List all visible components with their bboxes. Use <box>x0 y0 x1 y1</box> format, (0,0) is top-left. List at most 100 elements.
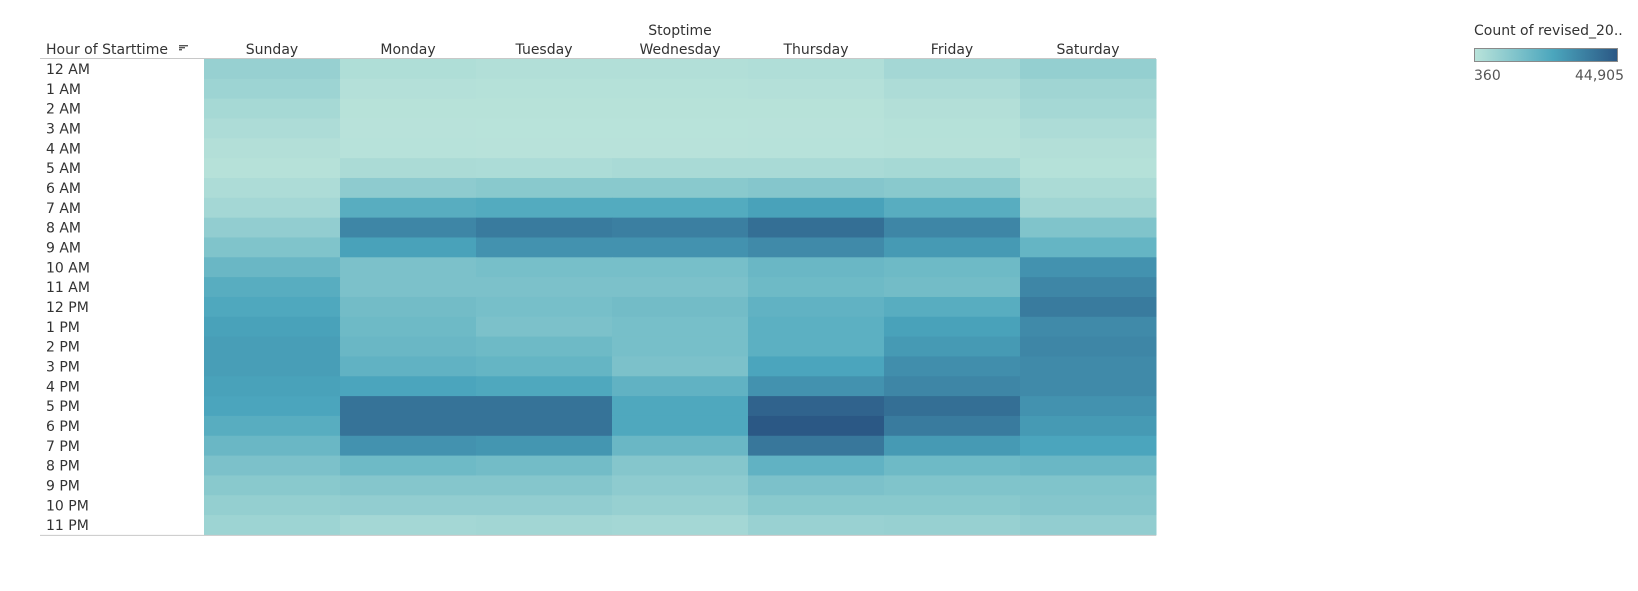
heatmap-cell[interactable] <box>884 296 1021 318</box>
heatmap-cell[interactable] <box>340 495 477 516</box>
heatmap-cell[interactable] <box>1020 277 1157 298</box>
row-label[interactable]: 10 AM <box>46 260 90 276</box>
heatmap-cell[interactable] <box>476 138 613 159</box>
heatmap-cell[interactable] <box>1020 316 1157 338</box>
heatmap-cell[interactable] <box>884 118 1021 139</box>
row-label[interactable]: 12 PM <box>46 300 89 316</box>
heatmap-cell[interactable] <box>1020 475 1157 496</box>
heatmap-cell[interactable] <box>476 177 613 199</box>
heatmap-cell[interactable] <box>748 336 885 357</box>
heatmap-cell[interactable] <box>340 475 477 496</box>
heatmap-cell[interactable] <box>612 237 749 258</box>
heatmap-cell[interactable] <box>884 177 1021 199</box>
sort-descending-icon[interactable] <box>179 45 188 51</box>
heatmap-cell[interactable] <box>476 515 613 536</box>
heatmap-cell[interactable] <box>340 396 477 417</box>
heatmap-cell[interactable] <box>340 158 477 179</box>
row-label[interactable]: 7 AM <box>46 201 81 217</box>
heatmap-cell[interactable] <box>476 197 613 219</box>
row-label[interactable]: 5 PM <box>46 399 80 415</box>
heatmap-cell[interactable] <box>340 197 477 219</box>
row-label[interactable]: 2 AM <box>46 102 81 118</box>
heatmap-cell[interactable] <box>476 316 613 338</box>
row-label[interactable]: 3 AM <box>46 121 81 137</box>
heatmap-cell[interactable] <box>612 376 749 397</box>
heatmap-cell[interactable] <box>476 415 613 437</box>
heatmap-cell[interactable] <box>476 158 613 179</box>
heatmap-cell[interactable] <box>884 455 1021 476</box>
heatmap-cell[interactable] <box>204 98 341 119</box>
heatmap-cell[interactable] <box>340 59 477 80</box>
heatmap-cell[interactable] <box>340 455 477 476</box>
heatmap-cell[interactable] <box>1020 356 1157 377</box>
heatmap-cell[interactable] <box>1020 158 1157 179</box>
heatmap-cell[interactable] <box>476 296 613 318</box>
heatmap-cell[interactable] <box>340 118 477 139</box>
heatmap-cell[interactable] <box>340 98 477 119</box>
heatmap-cell[interactable] <box>476 376 613 397</box>
heatmap-cell[interactable] <box>340 356 477 377</box>
column-header[interactable]: Saturday <box>1056 42 1119 58</box>
heatmap-cell[interactable] <box>612 138 749 159</box>
heatmap-cell[interactable] <box>884 197 1021 219</box>
heatmap-cell[interactable] <box>340 336 477 357</box>
row-label[interactable]: 6 PM <box>46 419 80 435</box>
heatmap-cell[interactable] <box>1020 415 1157 437</box>
heatmap-cell[interactable] <box>476 118 613 139</box>
heatmap-cell[interactable] <box>340 177 477 199</box>
row-label[interactable]: 9 PM <box>46 478 80 494</box>
heatmap-cell[interactable] <box>476 336 613 357</box>
heatmap-cell[interactable] <box>612 59 749 80</box>
heatmap-cell[interactable] <box>884 396 1021 417</box>
heatmap-cell[interactable] <box>884 515 1021 536</box>
heatmap-cell[interactable] <box>1020 455 1157 476</box>
heatmap-cell[interactable] <box>476 396 613 417</box>
heatmap-cell[interactable] <box>204 138 341 159</box>
heatmap-cell[interactable] <box>612 415 749 437</box>
heatmap-cell[interactable] <box>1020 59 1157 80</box>
heatmap-cell[interactable] <box>204 396 341 417</box>
heatmap-cell[interactable] <box>612 217 749 238</box>
color-legend[interactable]: Count of revised_20.. 360 44,905 <box>1474 23 1634 84</box>
heatmap-cell[interactable] <box>748 316 885 338</box>
heatmap-cell[interactable] <box>612 158 749 179</box>
heatmap-cell[interactable] <box>748 475 885 496</box>
heatmap-cell[interactable] <box>612 435 749 457</box>
heatmap-cell[interactable] <box>1020 257 1157 278</box>
heatmap-cell[interactable] <box>204 158 341 179</box>
heatmap-cell[interactable] <box>204 515 341 536</box>
heatmap-cell[interactable] <box>884 336 1021 357</box>
heatmap-cell[interactable] <box>340 435 477 457</box>
heatmap-cell[interactable] <box>884 415 1021 437</box>
row-label[interactable]: 11 AM <box>46 280 90 296</box>
heatmap-cell[interactable] <box>748 435 885 457</box>
heatmap-cell[interactable] <box>612 257 749 278</box>
heatmap-cell[interactable] <box>476 475 613 496</box>
heatmap-cell[interactable] <box>748 177 885 199</box>
heatmap-cell[interactable] <box>612 475 749 496</box>
heatmap-cell[interactable] <box>204 296 341 318</box>
heatmap-cell[interactable] <box>1020 435 1157 457</box>
heatmap-cell[interactable] <box>204 197 341 219</box>
heatmap-cell[interactable] <box>748 118 885 139</box>
row-label[interactable]: 10 PM <box>46 498 89 514</box>
heatmap-cell[interactable] <box>204 415 341 437</box>
heatmap-cell[interactable] <box>204 455 341 476</box>
heatmap-cell[interactable] <box>884 98 1021 119</box>
row-label[interactable]: 9 AM <box>46 240 81 256</box>
heatmap-cell[interactable] <box>340 277 477 298</box>
heatmap-cell[interactable] <box>476 455 613 476</box>
heatmap-cell[interactable] <box>748 237 885 258</box>
heatmap-cell[interactable] <box>612 356 749 377</box>
heatmap-cell[interactable] <box>476 257 613 278</box>
heatmap-cell[interactable] <box>884 78 1021 100</box>
row-label[interactable]: 12 AM <box>46 62 90 78</box>
heatmap-cell[interactable] <box>1020 237 1157 258</box>
heatmap-cell[interactable] <box>748 158 885 179</box>
heatmap-cell[interactable] <box>612 118 749 139</box>
heatmap-cell[interactable] <box>204 475 341 496</box>
heatmap-cell[interactable] <box>1020 396 1157 417</box>
heatmap-cell[interactable] <box>1020 336 1157 357</box>
column-header[interactable]: Sunday <box>246 42 298 58</box>
row-label[interactable]: 5 AM <box>46 161 81 177</box>
